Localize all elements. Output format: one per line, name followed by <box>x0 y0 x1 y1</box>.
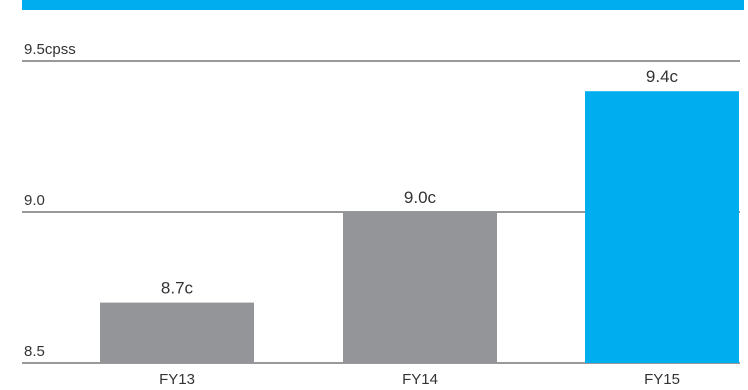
category-label-fy15: FY15 <box>644 371 680 388</box>
bar-fy13 <box>100 302 254 363</box>
bar-fy14 <box>343 212 497 363</box>
category-label-fy14: FY14 <box>402 371 438 388</box>
labels: 8.5 9.0 9.5cpss 8.7c FY13 9.0c FY14 9.4c FY15 <box>24 41 680 388</box>
category-label-fy13: FY13 <box>159 371 195 388</box>
top-accent-rule <box>22 0 744 10</box>
value-label-fy15: 9.4c <box>646 67 679 86</box>
value-label-fy13: 8.7c <box>161 279 194 298</box>
bars <box>100 91 739 363</box>
y-tick-label: 9.0 <box>24 192 45 209</box>
y-tick-label: 9.5cpss <box>24 41 76 58</box>
y-tick-label: 8.5 <box>24 343 45 360</box>
bar-fy15 <box>585 91 739 363</box>
value-label-fy14: 9.0c <box>404 188 437 207</box>
